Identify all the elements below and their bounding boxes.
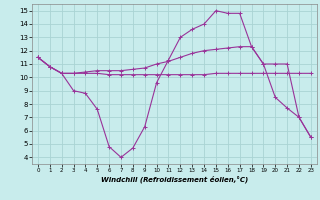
X-axis label: Windchill (Refroidissement éolien,°C): Windchill (Refroidissement éolien,°C) <box>101 176 248 183</box>
